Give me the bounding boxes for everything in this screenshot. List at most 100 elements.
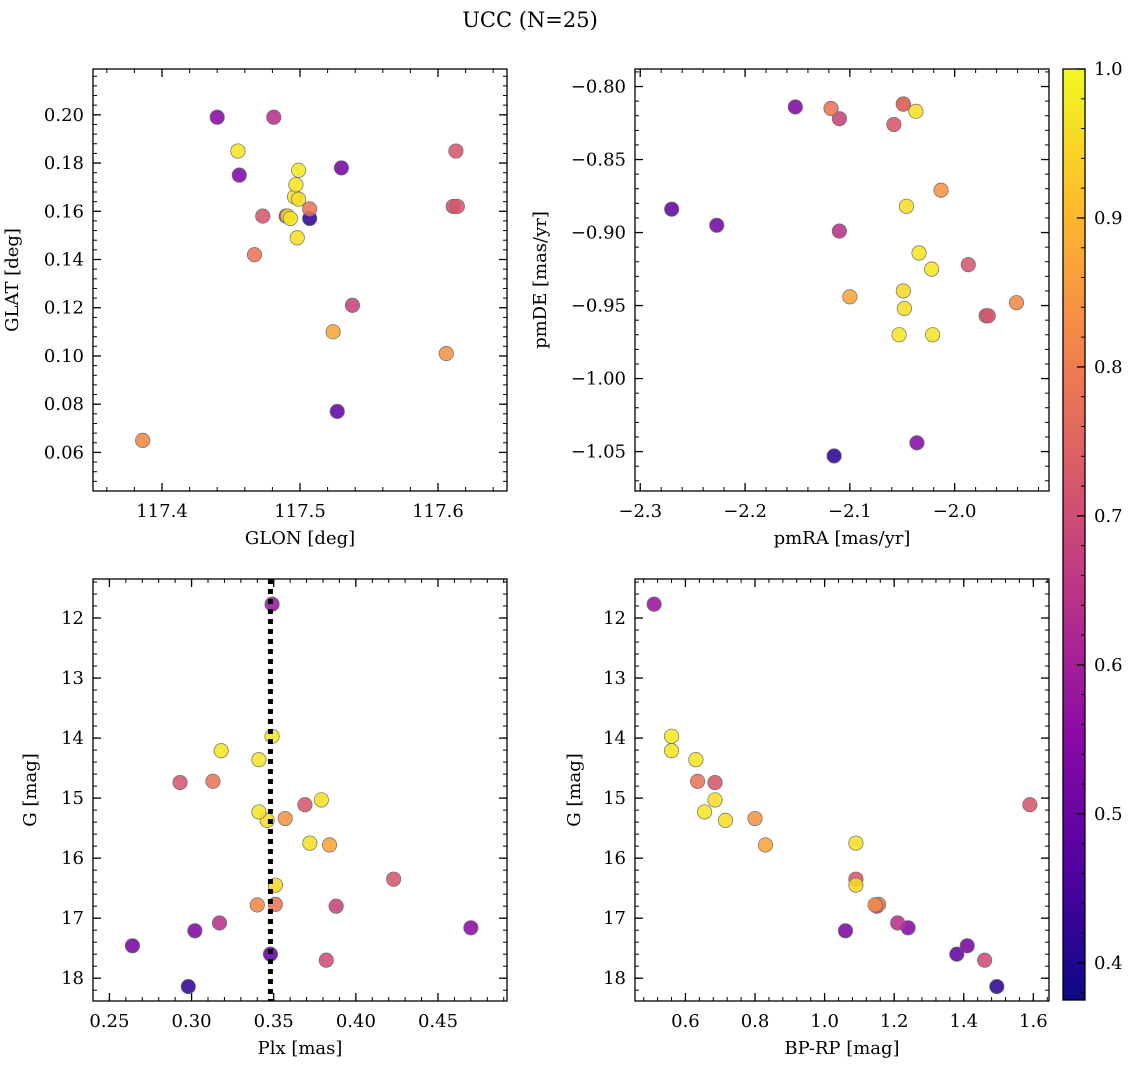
star-point <box>251 804 267 820</box>
colorbar-tick-label: 0.4 <box>1094 953 1123 974</box>
star-point <box>831 111 847 127</box>
figure-title: UCC (N=25) <box>462 8 598 32</box>
star-point <box>707 792 723 808</box>
star-point <box>251 752 267 768</box>
x-tick-label: 0.30 <box>172 1011 212 1032</box>
star-point <box>933 182 949 198</box>
star-point <box>231 167 247 183</box>
colorbar-tick-label: 0.5 <box>1094 804 1123 825</box>
x-tick-label: 0.6 <box>671 1011 700 1032</box>
star-point <box>707 774 723 791</box>
y-tick-label: 0.18 <box>44 153 84 174</box>
y-tick-label: −0.85 <box>571 150 626 171</box>
colorbar-tick-label: 0.8 <box>1094 357 1123 378</box>
star-point <box>448 143 464 159</box>
star-point <box>333 160 349 176</box>
y-tick-label: 12 <box>603 608 626 629</box>
star-point <box>688 752 704 768</box>
star-point <box>249 897 265 913</box>
x-tick-label: −2.2 <box>723 501 767 522</box>
star-point <box>211 915 228 931</box>
y-tick-label: 14 <box>61 728 84 749</box>
y-tick-label: 16 <box>61 848 84 869</box>
star-point <box>787 99 803 115</box>
star-point <box>1022 797 1038 813</box>
star-point <box>908 103 924 119</box>
y-tick-label: 0.14 <box>44 250 84 271</box>
star-point <box>255 208 271 224</box>
star-point <box>690 773 706 789</box>
panels: 117.4 117.5 117.6 0.06 0.08 0.10 0.12 0.14 0.16 0… <box>2 68 1050 1059</box>
y-tick-label: −0.80 <box>571 77 626 98</box>
axes-frame <box>92 578 508 1002</box>
star-point <box>989 979 1005 995</box>
x-tick-label: 117.5 <box>274 501 326 522</box>
y-axis-label: GLAT [deg] <box>2 228 23 332</box>
star-point <box>823 100 839 116</box>
y-axis-label: G [mag] <box>564 753 585 826</box>
star-point <box>322 837 338 853</box>
star-point <box>318 952 334 968</box>
points <box>646 596 1038 995</box>
star-point <box>664 201 680 217</box>
star-point <box>172 774 188 791</box>
y-tick-label: 0.16 <box>44 201 84 222</box>
star-point <box>960 257 976 273</box>
star-point <box>313 792 329 808</box>
x-tick-label: 1.2 <box>880 1011 909 1032</box>
star-point <box>842 289 858 305</box>
x-tick-label: 0.40 <box>336 1011 376 1032</box>
star-point <box>663 728 680 744</box>
y-axis-label: G [mag] <box>20 753 41 826</box>
x-tick-label: −2.1 <box>828 501 872 522</box>
scatter-panel-4: 0.6 0.8 1.0 1.2 1.4 1.6 12 13 14 15 16 17 18 BP-RP [m… <box>564 578 1050 1059</box>
y-tick-label: −1.05 <box>571 442 626 463</box>
x-tick-label: −2.3 <box>618 501 662 522</box>
y-tick-label: 0.06 <box>44 442 84 463</box>
y-tick-label: 12 <box>61 608 84 629</box>
y-tick-label: 13 <box>61 668 84 689</box>
star-point <box>826 448 842 464</box>
star-point <box>386 871 402 887</box>
scatter-panel-3: 0.25 0.30 0.35 0.40 0.45 12 13 14 15 16 17 18 Plx [m… <box>20 578 508 1059</box>
star-point <box>289 230 305 246</box>
star-point <box>291 191 307 207</box>
colorbar-tick-label: 0.7 <box>1094 506 1123 527</box>
y-axis-label: pmDE [mas/yr] <box>530 211 551 349</box>
star-point <box>757 837 774 853</box>
star-point <box>209 109 225 125</box>
y-tick-label: 17 <box>61 908 84 929</box>
star-point <box>848 835 864 851</box>
y-tick-label: −1.00 <box>571 369 626 390</box>
x-tick-label: 0.35 <box>254 1011 294 1032</box>
star-point <box>302 835 318 851</box>
x-axis-label: Plx [mas] <box>258 1038 343 1059</box>
x-tick-label: 117.6 <box>412 501 464 522</box>
star-point <box>135 432 151 448</box>
star-point <box>438 345 454 362</box>
x-tick-label: 0.45 <box>418 1011 458 1032</box>
star-point <box>663 743 680 759</box>
star-point <box>895 283 911 299</box>
star-point <box>329 403 345 419</box>
y-tick-label: 0.12 <box>44 298 84 319</box>
star-point <box>924 261 940 277</box>
star-point <box>911 245 927 261</box>
y-tick-label: 14 <box>603 728 626 749</box>
x-tick-label: 0.8 <box>741 1011 770 1032</box>
star-point <box>909 435 925 451</box>
y-tick-label: 18 <box>603 968 626 989</box>
colorbar-tick-label: 1.0 <box>1094 59 1123 80</box>
star-point <box>449 198 465 215</box>
axes-frame <box>92 68 508 492</box>
star-point <box>124 938 140 954</box>
star-point <box>747 810 763 827</box>
star-point <box>302 201 318 217</box>
star-point <box>282 210 298 227</box>
star-point <box>277 810 293 827</box>
star-point <box>890 915 906 931</box>
points <box>124 596 479 995</box>
x-tick-label: 1.0 <box>810 1011 839 1032</box>
star-point <box>949 946 965 962</box>
star-point <box>886 116 902 133</box>
